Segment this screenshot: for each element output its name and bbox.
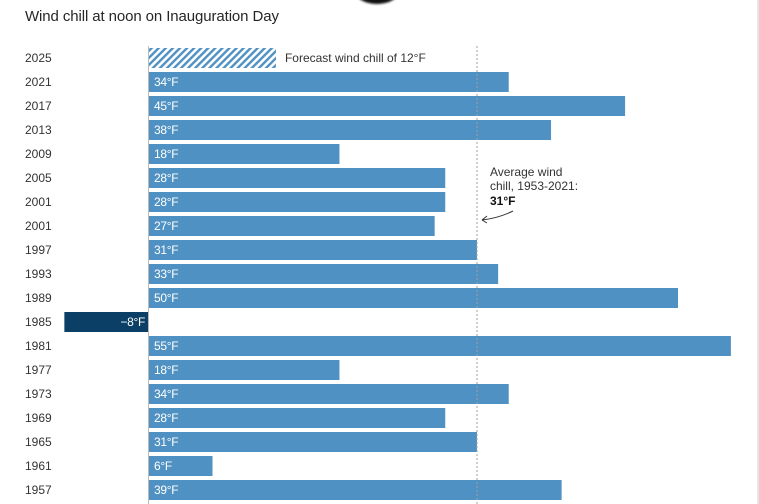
bar-value-label: 28°F: [154, 171, 178, 185]
bar: [149, 384, 509, 404]
bar-value-label: 33°F: [154, 267, 178, 281]
bar-value-label: 31°F: [154, 243, 178, 257]
top-decoration: [355, 0, 399, 4]
year-label: 1985: [25, 315, 52, 329]
year-label: 2013: [25, 123, 52, 137]
year-label: 2017: [25, 99, 52, 113]
bar: [149, 216, 435, 236]
year-label: 1997: [25, 243, 52, 257]
bar-value-label: 39°F: [154, 483, 178, 497]
bar: [149, 456, 213, 476]
year-label: 1989: [25, 291, 52, 305]
bar-value-label: 31°F: [154, 435, 178, 449]
year-label: 2009: [25, 147, 52, 161]
bar: [64, 312, 149, 332]
bar: [149, 96, 626, 116]
year-label: 2001: [25, 195, 52, 209]
year-label: 1993: [25, 267, 52, 281]
forecast-annotation: Forecast wind chill of 12°F: [285, 51, 426, 65]
bar: [149, 264, 499, 284]
bar: [149, 360, 340, 380]
bar-value-label: −8°F: [120, 315, 145, 329]
bar: [149, 432, 477, 452]
bar: [149, 192, 446, 212]
average-arrow-icon: [481, 210, 514, 224]
year-label: 2021: [25, 75, 52, 89]
bar-value-label: 34°F: [154, 387, 178, 401]
year-label: 2025: [25, 51, 52, 65]
bar: [149, 240, 477, 260]
average-annotation-line-2: chill, 1953-2021:: [490, 179, 578, 193]
year-label: 1973: [25, 387, 52, 401]
average-annotation-value: 31°F: [490, 194, 515, 208]
bar-value-label: 28°F: [154, 411, 178, 425]
year-label: 2005: [25, 171, 52, 185]
bar-value-label: 18°F: [154, 363, 178, 377]
year-label: 1957: [25, 483, 52, 497]
bar: [149, 120, 552, 140]
bar: [149, 144, 340, 164]
bar-value-label: 45°F: [154, 99, 178, 113]
bar-value-label: 38°F: [154, 123, 178, 137]
bar-value-label: 27°F: [154, 219, 178, 233]
bar: [149, 72, 509, 92]
bar: [149, 168, 446, 188]
bar: [149, 408, 446, 428]
average-annotation-line-1: Average wind: [490, 165, 562, 179]
year-label: 1965: [25, 435, 52, 449]
bar-value-label: 6°F: [154, 459, 172, 473]
year-label: 1969: [25, 411, 52, 425]
bar-value-label: 50°F: [154, 291, 178, 305]
year-label: 1977: [25, 363, 52, 377]
year-label: 1961: [25, 459, 52, 473]
bar: [149, 480, 562, 500]
bar: [149, 288, 678, 308]
forecast-bar: [149, 48, 276, 68]
bar-value-label: 55°F: [154, 339, 178, 353]
bar-value-label: 18°F: [154, 147, 178, 161]
bar: [149, 336, 731, 356]
year-label: 2001: [25, 219, 52, 233]
bar-value-label: 28°F: [154, 195, 178, 209]
bar-value-label: 34°F: [154, 75, 178, 89]
chart-title: Wind chill at noon on Inauguration Day: [25, 8, 279, 25]
year-label: 1981: [25, 339, 52, 353]
right-border: [757, 0, 759, 504]
